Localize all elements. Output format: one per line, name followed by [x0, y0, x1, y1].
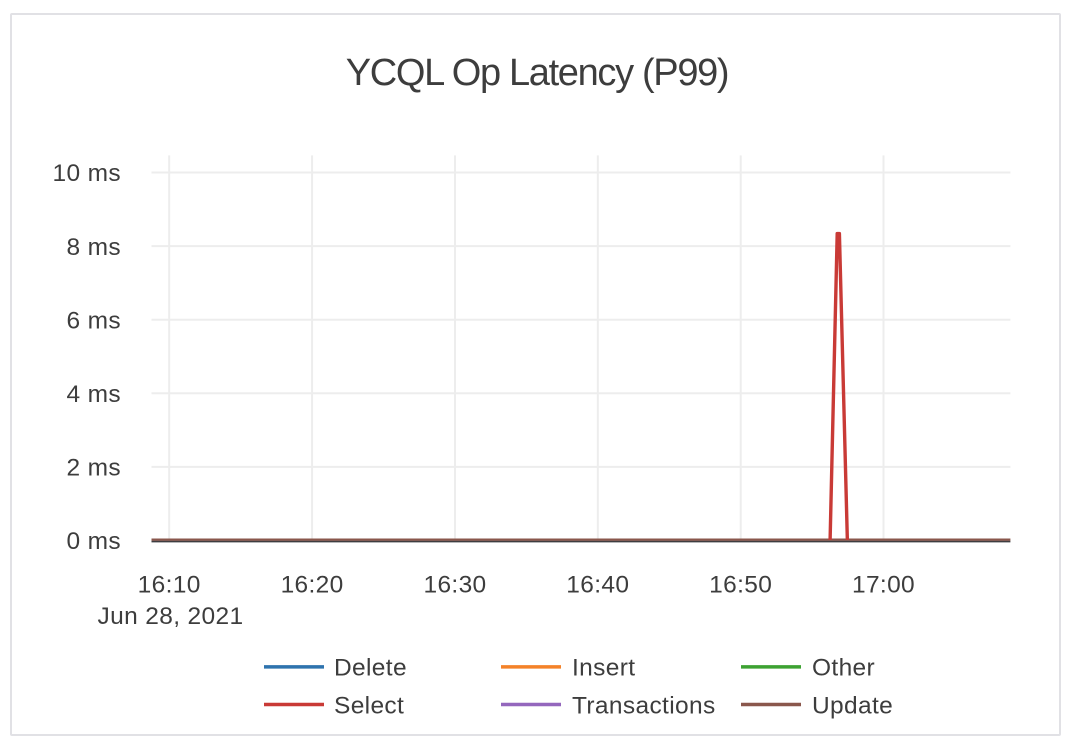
svg-text:Delete: Delete — [334, 655, 407, 682]
svg-text:10 ms: 10 ms — [53, 160, 121, 187]
svg-text:16:10: 16:10 — [138, 572, 201, 599]
svg-text:4 ms: 4 ms — [67, 381, 122, 408]
svg-text:16:20: 16:20 — [281, 572, 344, 599]
svg-text:0 ms: 0 ms — [67, 528, 122, 555]
svg-text:6 ms: 6 ms — [67, 307, 122, 334]
svg-text:YCQL Op Latency (P99): YCQL Op Latency (P99) — [346, 52, 729, 94]
svg-text:Other: Other — [812, 655, 875, 682]
svg-text:Update: Update — [812, 692, 893, 719]
svg-text:16:40: 16:40 — [566, 572, 629, 599]
svg-text:17:00: 17:00 — [852, 572, 915, 599]
svg-text:16:30: 16:30 — [423, 572, 486, 599]
svg-text:Jun 28, 2021: Jun 28, 2021 — [98, 603, 244, 630]
svg-text:Insert: Insert — [572, 655, 635, 682]
svg-text:2 ms: 2 ms — [67, 455, 122, 482]
svg-text:16:50: 16:50 — [709, 572, 772, 599]
svg-text:8 ms: 8 ms — [67, 234, 122, 261]
svg-text:Select: Select — [334, 692, 404, 719]
svg-text:Transactions: Transactions — [572, 692, 716, 719]
